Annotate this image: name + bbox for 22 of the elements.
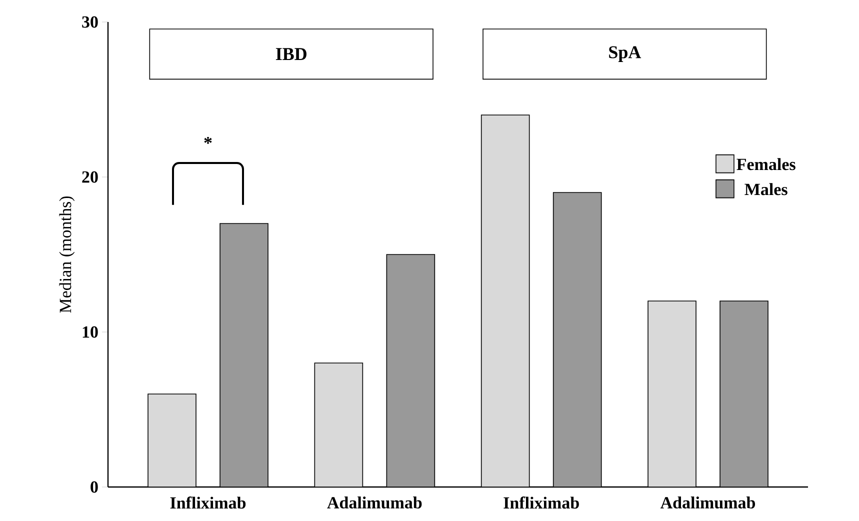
- bar: [148, 394, 196, 487]
- bar: [220, 223, 268, 487]
- y-tick-label: 20: [82, 171, 98, 183]
- legend-label: Females: [736, 158, 796, 170]
- x-tick-label: Adalimumab: [327, 496, 422, 509]
- annotation: IBD: [276, 48, 306, 60]
- y-axis-title: Median (months): [59, 196, 75, 313]
- x-tick-label: Infliximab: [170, 496, 246, 509]
- x-tick-label: Adalimumab: [660, 496, 756, 509]
- x-tick-label: Infliximab: [504, 496, 579, 509]
- annotation: *: [204, 136, 212, 144]
- bar: [480, 114, 530, 487]
- y-tick-label: 30: [82, 16, 98, 28]
- bar: [648, 300, 696, 487]
- bar: [386, 254, 436, 487]
- y-tick-label: 0: [90, 481, 98, 493]
- legend-label: Males: [744, 183, 788, 196]
- annotation: SpA: [609, 46, 642, 62]
- bar: [720, 300, 768, 487]
- bar: [314, 362, 364, 487]
- y-tick-label: 10: [82, 326, 98, 338]
- bar: [552, 192, 602, 487]
